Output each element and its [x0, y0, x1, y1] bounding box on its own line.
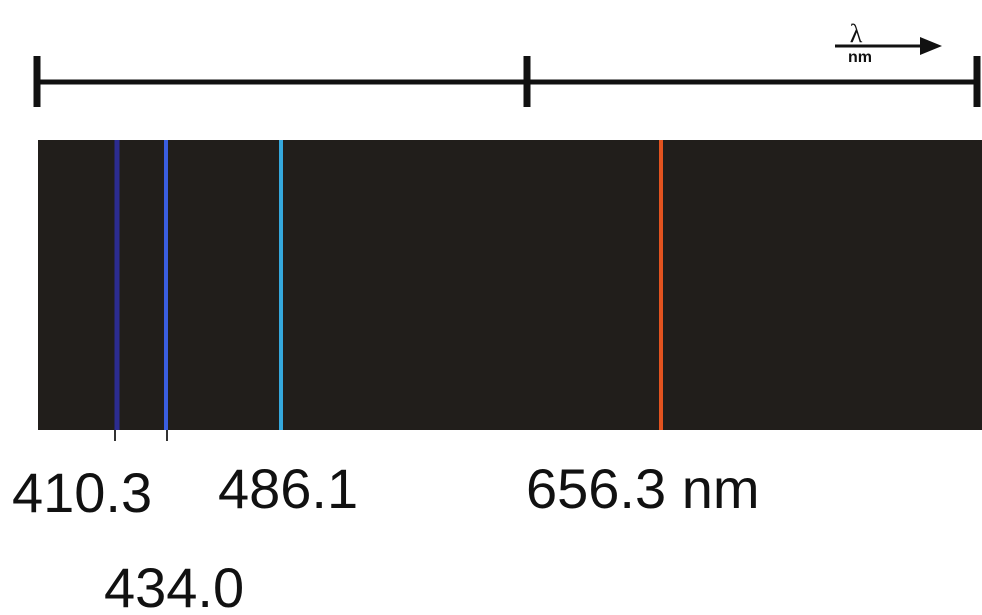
line-label: 410.3 — [12, 461, 152, 524]
spectrum-diagram: λ nm 410.3 434.0 486.1 656.3 nm — [0, 0, 982, 615]
line-label: 434.0 — [104, 556, 244, 615]
axis-symbol: λ — [850, 19, 863, 48]
axis-unit: nm — [848, 49, 872, 66]
line-label: 656.3 nm — [526, 457, 760, 520]
axis-arrowhead — [920, 37, 942, 55]
spectrum-background — [38, 140, 982, 430]
line-label: 486.1 — [218, 457, 358, 520]
